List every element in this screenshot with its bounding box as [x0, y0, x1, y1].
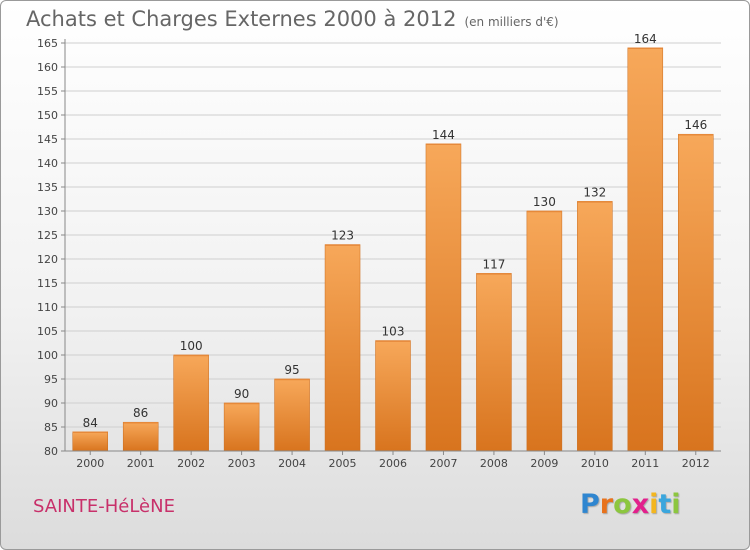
bar-value-label: 90	[234, 387, 249, 401]
bar-value-label: 130	[533, 195, 556, 209]
logo-letter: t	[658, 489, 672, 520]
logo-letter: r	[599, 489, 614, 520]
y-tick-label: 150	[37, 109, 58, 122]
bar-value-label: 117	[482, 257, 505, 271]
y-tick-label: 80	[44, 445, 58, 458]
bar	[173, 354, 209, 452]
x-tick-label: 2011	[631, 457, 659, 470]
bar-value-label: 132	[583, 185, 606, 199]
y-tick-label: 105	[37, 325, 58, 338]
bar	[274, 378, 310, 452]
bar	[476, 273, 512, 452]
bar-value-label: 146	[684, 118, 707, 132]
bar-value-label: 84	[83, 416, 98, 430]
y-tick-label: 155	[37, 85, 58, 98]
commune-name: SAINTE-HéLèNE	[33, 496, 175, 517]
chart-subtitle: (en milliers d'€)	[464, 15, 559, 29]
y-tick-label: 95	[44, 373, 58, 386]
bar	[425, 143, 462, 452]
y-tick-label: 165	[37, 37, 58, 50]
x-tick-label: 2004	[278, 457, 306, 470]
chart-title: Achats et Charges Externes 2000 à 2012 (e…	[26, 7, 559, 31]
logo-letter: P	[580, 489, 600, 520]
y-tick-label: 160	[37, 61, 58, 74]
x-tick-label: 2000	[76, 457, 104, 470]
y-tick-label: 130	[37, 205, 58, 218]
y-tick-label: 125	[37, 229, 58, 242]
bar-value-label: 100	[180, 339, 203, 353]
bar	[324, 244, 361, 452]
bar	[223, 402, 260, 452]
y-tick-label: 100	[37, 349, 58, 362]
y-tick-label: 145	[37, 133, 58, 146]
bar	[375, 340, 411, 452]
bar	[122, 421, 159, 452]
y-tick-label: 115	[37, 277, 58, 290]
chart-title-text: Achats et Charges Externes 2000 à 2012	[26, 7, 457, 31]
y-tick-label: 140	[37, 157, 58, 170]
x-tick-label: 2002	[177, 457, 205, 470]
bar-value-label: 123	[331, 229, 354, 243]
bar	[577, 201, 613, 452]
x-tick-label: 2008	[480, 457, 508, 470]
logo-letter: i	[671, 489, 681, 520]
x-tick-label: 2006	[379, 457, 407, 470]
x-tick-label: 2007	[429, 457, 457, 470]
bar	[678, 133, 714, 452]
bar-value-label: 95	[284, 363, 299, 377]
y-axis: 80 85 90 95 100 105 110 115 120 125 130 135 140 145 15…	[37, 37, 66, 458]
bar	[526, 210, 563, 452]
bar-value-label: 144	[432, 128, 455, 142]
logo-letter: i	[649, 489, 659, 520]
bar	[627, 47, 664, 452]
x-tick-label: 2001	[127, 457, 155, 470]
bar-value-label: 164	[634, 32, 657, 46]
bar-value-label: 103	[382, 325, 405, 339]
y-tick-label: 120	[37, 253, 58, 266]
logo-letter: o	[613, 489, 632, 520]
y-tick-label: 135	[37, 181, 58, 194]
x-tick-label: 2009	[530, 457, 558, 470]
bar-value-label: 86	[133, 406, 148, 420]
bars: 84 86 100 90 95 123 103 144 117 130 132 164 146	[72, 32, 714, 452]
proxiti-logo: Proxiti	[580, 489, 681, 520]
y-tick-label: 110	[37, 301, 58, 314]
x-tick-label: 2003	[228, 457, 256, 470]
x-tick-label: 2012	[682, 457, 710, 470]
bar	[72, 431, 108, 452]
x-tick-label: 2005	[329, 457, 357, 470]
x-axis: 2000 2001 2002 2003 2004 2005 2006 2007 2008 2009…	[65, 450, 721, 470]
x-tick-label: 2010	[581, 457, 609, 470]
logo-letter: x	[631, 489, 650, 520]
y-tick-label: 85	[44, 421, 58, 434]
y-tick-label: 90	[44, 397, 58, 410]
